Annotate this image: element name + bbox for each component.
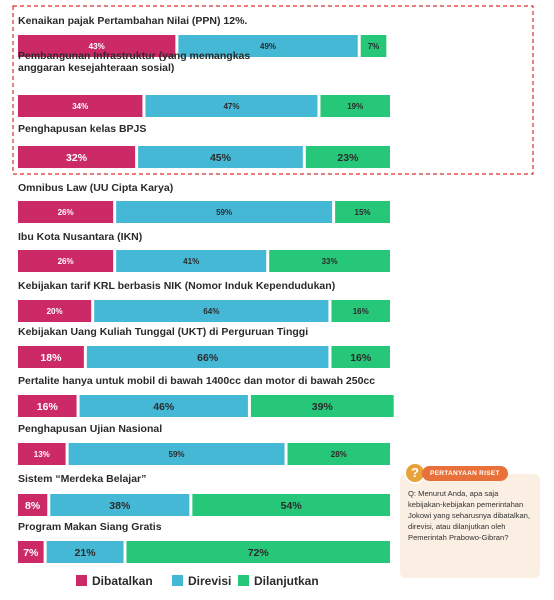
bar-segment-direvisi (116, 250, 267, 272)
category-label: Kebijakan tarif KRL berbasis NIK (Nomor … (18, 280, 335, 292)
category-label: Pembangunan Infrastruktur (yang memangka… (18, 50, 250, 62)
bar-segment-direvisi (50, 494, 190, 516)
bar-value-label: 13% (34, 450, 50, 459)
bar-value-label: 32% (66, 152, 88, 164)
category-label: Sistem “Merdeka Belajar” (18, 473, 146, 485)
bar-segment-direvisi (145, 95, 318, 117)
bar-value-label: 16% (37, 401, 59, 413)
bar-segment-direvisi (178, 35, 358, 57)
legend-label-direvisi: Direvisi (188, 574, 231, 588)
research-question-badge: PERTANYAAN RISET (422, 466, 508, 481)
bar-value-label: 34% (72, 102, 88, 111)
research-question-text: Q: Menurut Anda, apa saja kebijakan-kebi… (408, 489, 530, 542)
bar-segment-direvisi (46, 541, 124, 563)
bar-value-label: 47% (223, 102, 239, 111)
bar-value-label: 15% (355, 208, 371, 217)
bar-value-label: 33% (322, 257, 338, 266)
bar-value-label: 23% (337, 152, 359, 164)
bar-segment-dibatalkan (18, 346, 84, 368)
category-label: Penghapusan kelas BPJS (18, 123, 146, 135)
category-label: anggaran kesejahteraan sosial) (18, 62, 174, 74)
bar-value-label: 16% (353, 307, 369, 316)
bar-segment-dilanjutkan (287, 443, 390, 465)
bar-segment-dilanjutkan (192, 494, 390, 516)
bar-segment-dibatalkan (18, 541, 44, 563)
legend-swatch-dilanjutkan (238, 575, 249, 586)
bar-value-label: 39% (312, 401, 334, 413)
bar-value-label: 66% (197, 352, 219, 364)
bar-segment-dilanjutkan (335, 201, 390, 223)
bar-value-label: 16% (350, 352, 372, 364)
bar-value-label: 7% (368, 42, 380, 51)
bar-value-label: 21% (75, 547, 97, 559)
bar-segment-dibatalkan (18, 395, 77, 417)
bar-value-label: 54% (281, 500, 303, 512)
bar-value-label: 18% (40, 352, 62, 364)
bar-value-label: 38% (109, 500, 131, 512)
bar-segment-dibatalkan (18, 300, 92, 322)
bar-segment-dibatalkan (18, 443, 66, 465)
bar-value-label: 45% (210, 152, 232, 164)
bar-value-label: 26% (58, 208, 74, 217)
bar-value-label: 20% (47, 307, 63, 316)
bar-segment-dilanjutkan (360, 35, 387, 57)
bar-segment-dilanjutkan (320, 95, 390, 117)
question-mark-icon: ? (404, 462, 426, 484)
category-label: Penghapusan Ujian Nasional (18, 423, 162, 435)
bar-segment-direvisi (138, 146, 303, 168)
bar-value-label: 41% (183, 257, 199, 266)
bar-segment-direvisi (86, 346, 329, 368)
bar-segment-dilanjutkan (331, 300, 390, 322)
bar-segment-dilanjutkan (269, 250, 390, 272)
category-label: Kebijakan Uang Kuliah Tunggal (UKT) di P… (18, 326, 308, 338)
bar-segment-dibatalkan (18, 35, 176, 57)
highlight-frame (12, 5, 534, 175)
bar-value-label: 59% (216, 208, 232, 217)
bar-value-label: 43% (89, 42, 105, 51)
bar-value-label: 19% (347, 102, 363, 111)
bar-value-label: 49% (260, 42, 276, 51)
bar-segment-dilanjutkan (250, 395, 394, 417)
legend-label-dilanjutkan: Dilanjutkan (254, 574, 319, 588)
category-label: Kenaikan pajak Pertambahan Nilai (PPN) 1… (18, 15, 247, 27)
bar-segment-direvisi (68, 443, 285, 465)
category-label: Program Makan Siang Gratis (18, 521, 162, 533)
bar-segment-dibatalkan (18, 201, 114, 223)
category-label: Omnibus Law (UU Cipta Karya) (18, 182, 173, 194)
research-question-box: ? PERTANYAAN RISET Q: Menurut Anda, apa … (400, 462, 540, 578)
legend-label-dibatalkan: Dibatalkan (92, 574, 153, 588)
bar-value-label: 26% (58, 257, 74, 266)
bar-value-label: 72% (248, 547, 270, 559)
category-label: Pertalite hanya untuk mobil di bawah 140… (18, 375, 375, 387)
category-label: Ibu Kota Nusantara (IKN) (18, 231, 142, 243)
bar-segment-dilanjutkan (331, 346, 390, 368)
legend-swatch-direvisi (172, 575, 183, 586)
bar-segment-direvisi (116, 201, 333, 223)
bar-segment-dibatalkan (18, 250, 114, 272)
bar-value-label: 64% (203, 307, 219, 316)
bar-segment-direvisi (94, 300, 329, 322)
bar-segment-dibatalkan (18, 146, 136, 168)
bar-value-label: 28% (331, 450, 347, 459)
bar-value-label: 7% (23, 547, 39, 559)
bar-segment-dilanjutkan (126, 541, 390, 563)
legend-swatch-dibatalkan (76, 575, 87, 586)
bar-value-label: 46% (153, 401, 175, 413)
bar-value-label: 59% (169, 450, 185, 459)
bar-segment-direvisi (79, 395, 248, 417)
bar-value-label: 8% (25, 500, 41, 512)
bar-segment-dibatalkan (18, 494, 48, 516)
bar-segment-dilanjutkan (305, 146, 390, 168)
bar-segment-dibatalkan (18, 95, 143, 117)
